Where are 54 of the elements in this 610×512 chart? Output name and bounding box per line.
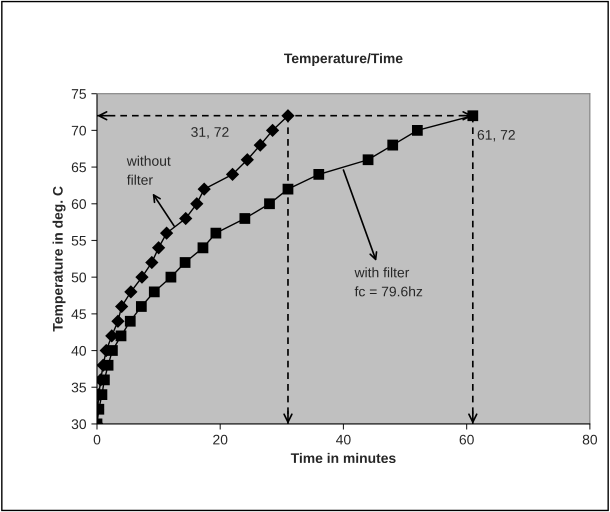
y-tick-label: 70 [72,126,86,136]
x-tick-label: 80 [582,434,598,445]
point [240,153,254,166]
y-tick-label: 30 [72,419,86,430]
point [210,228,222,239]
point [99,374,110,386]
annotation: with filter fc = 79.6hz [354,267,422,296]
point [226,168,239,181]
point [198,182,211,196]
point [239,213,250,224]
x-tick-label: 20 [213,434,228,445]
y-tick-label: 65 [72,162,86,172]
point [107,345,118,356]
annotation: 61, 72 [478,130,515,142]
chart-title: Temperature/Time [284,53,403,66]
y-tick-label: 55 [72,236,86,246]
y-tick-label: 75 [72,89,86,99]
point [190,197,204,210]
point [124,285,138,298]
point [166,272,176,283]
point [362,154,374,166]
point [136,270,148,284]
point [136,301,147,312]
point [198,242,208,254]
point [102,360,114,371]
point [116,330,126,342]
y-tick-label: 50 [72,272,86,282]
point [148,286,160,298]
point [145,256,158,269]
point [112,314,124,328]
point [124,316,136,327]
annotation: without filter [126,156,171,185]
y-axis-title: Temperature in deg. C [52,186,66,332]
point [115,300,128,313]
point [180,257,190,268]
point [179,212,192,225]
point [160,226,174,240]
y-tick-label: 45 [71,309,86,320]
point [387,140,398,150]
point [412,125,423,136]
y-tick-label: 35 [72,382,86,392]
point [266,124,279,137]
x-axis-title: Time in minutes [290,452,396,464]
point [264,198,275,210]
x-tick-label: 60 [460,434,474,445]
point [152,241,166,254]
y-tick-label: 40 [71,346,86,356]
point [282,184,294,194]
x-tick-label: 0 [94,434,100,445]
annotation: 31, 72 [191,127,229,139]
point [313,169,324,180]
point [254,138,267,152]
y-tick-label: 60 [72,199,86,209]
x-tick-label: 40 [336,434,351,445]
